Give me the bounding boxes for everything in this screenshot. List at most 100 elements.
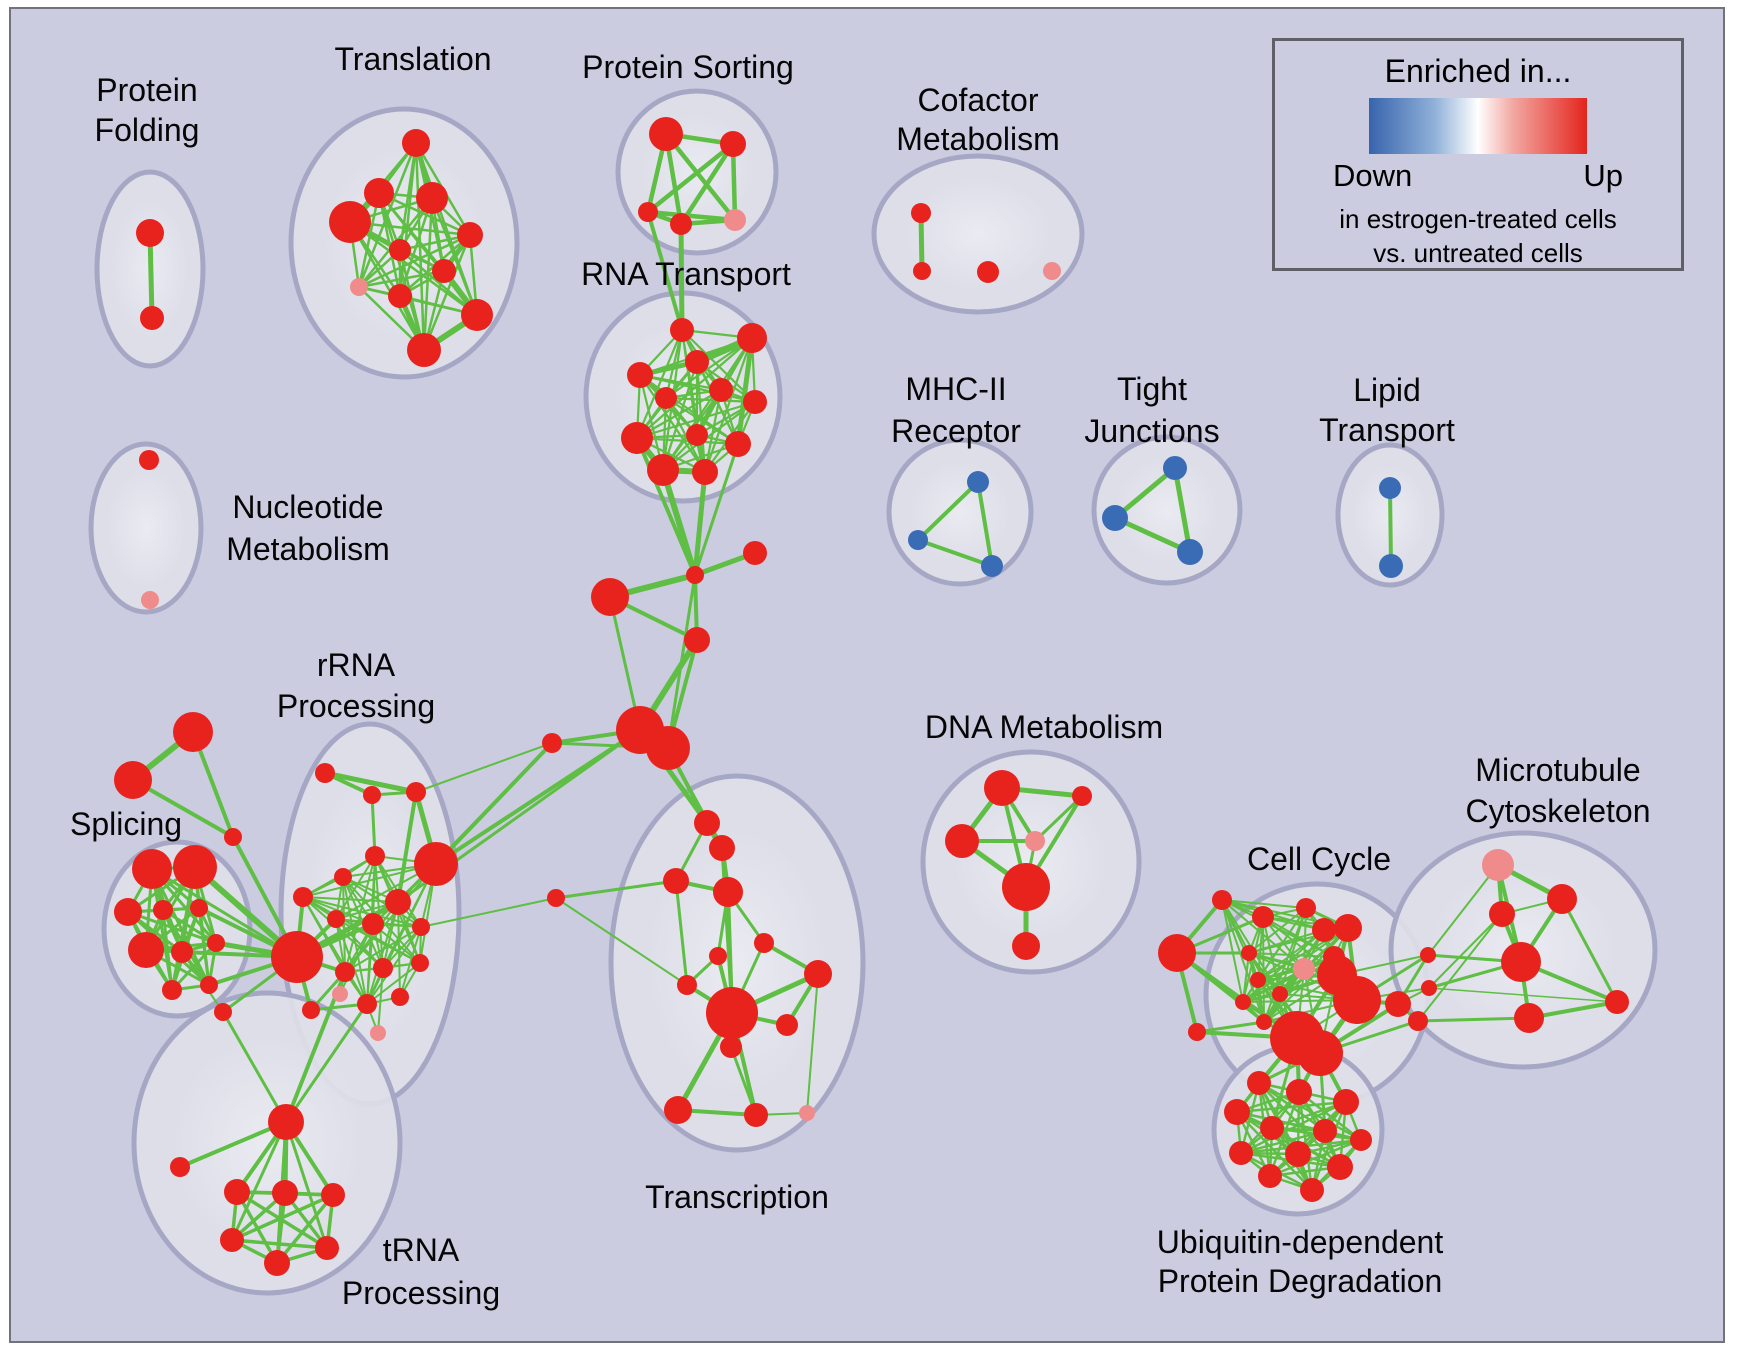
enrichment-edge xyxy=(1221,899,1307,909)
gene-set-node-up xyxy=(173,845,217,889)
gene-set-node-up xyxy=(416,182,448,214)
gene-set-node-up xyxy=(271,931,323,983)
gene-set-node-up xyxy=(984,770,1020,806)
enrichment-edge xyxy=(170,941,218,992)
cluster-mhc-ii-receptor xyxy=(886,437,1034,587)
gene-set-node-up xyxy=(389,239,411,261)
gene-set-node-up xyxy=(461,299,493,331)
gene-set-node-up xyxy=(364,178,394,208)
gene-set-node-up xyxy=(913,262,931,280)
enrichment-edge xyxy=(663,131,738,223)
gene-set-node-up xyxy=(663,868,689,894)
enrichment-edge xyxy=(284,1002,369,1124)
gene-set-node-up-weak xyxy=(1482,849,1514,881)
gene-set-node-up xyxy=(190,899,208,917)
gene-set-node-up xyxy=(1514,1003,1544,1033)
enrichment-edge xyxy=(1033,794,1084,843)
legend-up-label: Up xyxy=(1583,158,1623,193)
cluster-label: Splicing xyxy=(70,806,182,842)
enrichment-edge xyxy=(366,962,421,1005)
gene-set-node-up xyxy=(1300,1178,1324,1202)
gene-set-node-up-weak xyxy=(332,986,348,1002)
enrichment-edge xyxy=(1428,987,1618,1003)
enrichment-edge xyxy=(1268,1100,1348,1178)
gene-set-node-up xyxy=(591,578,629,616)
gene-set-node-up xyxy=(655,387,677,409)
gene-set-node-up xyxy=(162,980,182,1000)
gene-set-node-up xyxy=(725,431,751,457)
enrichment-edge xyxy=(645,209,738,223)
gene-set-node-down xyxy=(1379,477,1401,499)
enrichment-edge xyxy=(916,538,994,568)
enrichment-edge xyxy=(916,480,980,542)
cluster-label: Transcription xyxy=(645,1179,829,1215)
enrichment-edge xyxy=(1262,916,1265,1023)
gene-set-node-up xyxy=(713,877,743,907)
gene-set-node-up xyxy=(220,1228,244,1252)
gene-set-node-up xyxy=(457,222,483,248)
gene-set-node-up xyxy=(1385,991,1411,1017)
gene-set-node-up xyxy=(720,131,746,157)
gene-set-node-up xyxy=(140,306,164,330)
enrichment-edge xyxy=(348,220,479,317)
gene-set-node-up xyxy=(363,786,381,804)
legend-subtitle-line2: vs. untreated cells xyxy=(1373,238,1583,268)
cluster-label: Tight Junctions xyxy=(1084,371,1219,449)
gene-set-node-up-weak xyxy=(141,591,159,609)
gene-set-node-down xyxy=(908,530,928,550)
gene-set-node-up xyxy=(1547,884,1577,914)
enrichment-edge xyxy=(366,863,437,1005)
gene-set-node-up xyxy=(414,842,458,886)
enrichment-edge xyxy=(396,790,418,904)
gene-set-node-up xyxy=(686,566,704,584)
gene-set-node-up xyxy=(737,323,767,353)
gene-set-node-down xyxy=(967,471,989,493)
enrichment-edge xyxy=(1235,1100,1348,1114)
gene-set-node-up xyxy=(627,362,653,388)
gene-set-node-up xyxy=(754,933,774,953)
gene-set-node-up xyxy=(1286,1079,1312,1105)
gene-set-node-up xyxy=(1296,898,1316,918)
gene-set-node-up xyxy=(1258,1164,1282,1188)
enrichment-edge xyxy=(660,467,698,578)
gene-set-node-up xyxy=(132,849,172,889)
gene-set-node-up xyxy=(1334,914,1362,942)
gene-set-node-up xyxy=(744,1103,768,1127)
enrichment-edge xyxy=(357,269,446,289)
gene-set-node-up xyxy=(214,1003,232,1021)
label-layer: Protein Folding Translation Protein Sorting… xyxy=(70,41,1651,1311)
enrichment-edge xyxy=(230,1120,288,1242)
enrichment-edge xyxy=(1239,1100,1348,1155)
gene-set-node-up xyxy=(1420,947,1436,963)
gene-set-node-up xyxy=(321,1183,345,1207)
enrichment-edge xyxy=(275,1193,335,1265)
gene-set-node-up xyxy=(646,726,690,770)
enrichment-edge xyxy=(1417,913,1503,1022)
gene-set-node-up xyxy=(945,824,979,858)
gene-set-node-up xyxy=(268,1104,304,1140)
gene-set-node-up xyxy=(1002,863,1050,911)
enrichment-edge xyxy=(422,233,472,352)
enrichment-edge xyxy=(221,1010,288,1124)
legend-title: Enriched in... xyxy=(1384,53,1572,89)
enrichment-edge xyxy=(678,141,736,227)
gene-set-node-up xyxy=(670,318,694,342)
enrichment-edge xyxy=(693,442,740,577)
gene-set-node-up xyxy=(373,958,393,978)
gene-set-node-up xyxy=(385,889,411,915)
cluster-label: Microtubule Cytoskeleton xyxy=(1466,752,1651,829)
enrichment-edge xyxy=(342,876,368,1005)
enrichment-edge xyxy=(366,923,374,1005)
enrichment-edge xyxy=(178,1120,288,1169)
gene-set-node-up xyxy=(357,994,377,1014)
gene-set-node-up xyxy=(1235,994,1251,1010)
enrichment-edge xyxy=(302,896,368,1005)
enrichment-edge xyxy=(635,328,684,440)
enrichment-edge xyxy=(342,876,346,973)
enrichment-edge xyxy=(322,770,419,795)
enrichment-edge xyxy=(1242,952,1250,1003)
enrichment-edge xyxy=(370,793,377,858)
gene-set-node-up xyxy=(136,219,164,247)
gene-set-node-up-weak xyxy=(370,1025,386,1041)
